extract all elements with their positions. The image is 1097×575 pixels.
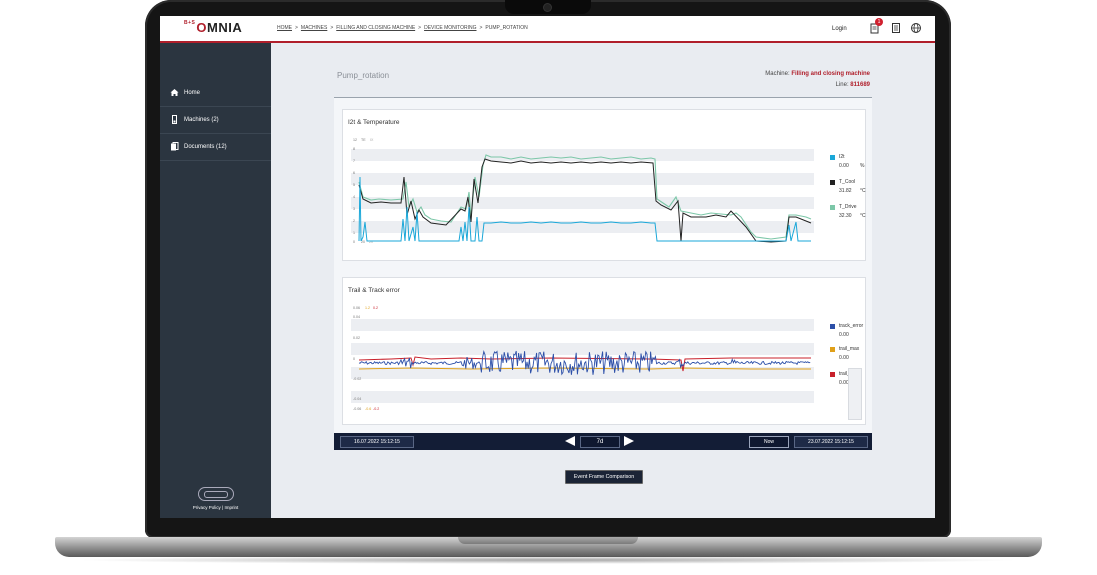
home-icon [170,88,179,97]
sidebar: Home Machines (2) Documents (12) Privacy… [160,43,271,518]
login-link[interactable]: Login [832,26,847,32]
now-button[interactable]: Now [749,436,789,448]
chart-lines-trail [358,350,811,376]
chart-title: I2t & Temperature [348,119,400,126]
legend-swatch-trail-max [830,347,835,352]
chart-card-i2t-temperature: I2t & Temperature 12 TE IX 8 7 6 5 4 3 2… [342,109,866,261]
legend-swatch-i2t [830,155,835,160]
laptop-shadow [75,556,1022,564]
chart-plot-trail[interactable]: 0.06 1.2 0.2 0.04 0.02 0 -0.02 -0.04 -0.… [351,305,814,415]
chart-plot-i2t[interactable]: 12 TE IX 8 7 6 5 4 3 2 1 0 20 20 [351,137,814,247]
laptop-groove [458,537,638,544]
globe-icon[interactable] [910,22,922,34]
chart-scroll-handle[interactable] [848,368,862,420]
machine-info: Machine: Filling and closing machine [765,71,870,77]
arrow-left-icon [565,436,575,446]
sidebar-item-documents[interactable]: Documents (12) [160,134,271,161]
next-range-button[interactable] [622,435,636,447]
breadcrumb-machines[interactable]: MACHINES [300,25,328,31]
breadcrumb-machine[interactable]: FILLING AND CLOSING MACHINE [336,25,416,31]
notification-badge: 1 [875,18,883,26]
start-date-field[interactable]: 16.07.2022 15:12:15 [340,436,414,448]
series-track-error [358,350,811,376]
event-frame-comparison-button[interactable]: Event Frame Comparison [565,470,643,484]
machine-icon [170,115,179,124]
legend-swatch-track-error [830,324,835,329]
omnia-logo[interactable]: B+SOMNIA [184,20,243,35]
breadcrumb: HOME > MACHINES > FILLING AND CLOSING MACHIN… [277,25,528,31]
series-trail-max [358,367,811,370]
prev-range-button[interactable] [563,435,577,447]
legend-swatch-t-cool [830,180,835,185]
chart-lines-i2t [358,154,812,243]
top-bar: B+SOMNIA HOME > MACHINES > FILLING AND CLOSI… [160,16,935,43]
legend-swatch-trail-min [830,372,835,377]
breadcrumb-home[interactable]: HOME [277,25,292,31]
camera-icon [544,4,551,11]
breadcrumb-current: PUMP_ROTATION [485,25,528,31]
notifications-icon[interactable] [869,22,881,34]
footer-logo [198,487,234,501]
sidebar-item-home[interactable]: Home [160,80,271,107]
time-range-bar: 16.07.2022 15:12:15 7d Now 23.07.2022 15… [334,433,872,450]
screen: B+SOMNIA HOME > MACHINES > FILLING AND CLOSI… [160,16,935,518]
chart-card-trail-track: Trail & Track error 0.06 1.2 0.2 0.04 0.… [342,277,866,425]
legend-swatch-t-drive [830,205,835,210]
document-list-icon[interactable] [890,22,902,34]
machine-link[interactable]: Filling and closing machine [791,71,870,77]
laptop-base [55,537,1042,557]
sidebar-item-machines[interactable]: Machines (2) [160,107,271,134]
footer-logo-inner [204,491,228,498]
charts-panel: I2t & Temperature 12 TE IX 8 7 6 5 4 3 2… [334,97,872,450]
line-info: Line: 811689 [835,82,870,88]
series-i2t [358,176,811,242]
chart-title: Trail & Track error [348,287,400,294]
arrow-right-icon [624,436,634,446]
page-title: Pump_rotation [337,71,390,80]
privacy-link[interactable]: Privacy Policy | Imprint [192,505,239,510]
documents-icon [170,142,179,151]
series-t-cool [358,158,812,243]
range-field[interactable]: 7d [580,436,620,448]
series-t-drive [358,154,812,240]
breadcrumb-device-monitoring[interactable]: DEVICE MONITORING [424,25,477,31]
end-date-field[interactable]: 23.07.2022 15:12:15 [794,436,868,448]
